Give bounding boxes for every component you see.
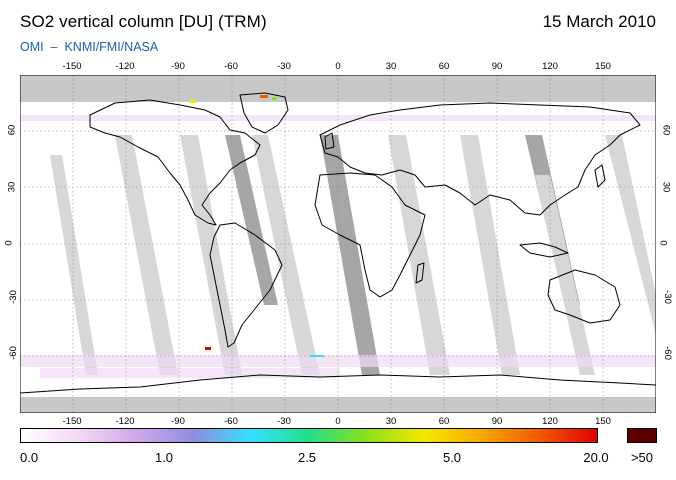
coast-north-america xyxy=(89,99,261,226)
lon-label-bottom: 30 xyxy=(385,416,397,427)
swath xyxy=(388,135,450,375)
lon-label-top: 90 xyxy=(491,61,503,72)
map-date: 15 March 2010 xyxy=(542,12,656,31)
lat-label-right: -60 xyxy=(661,346,673,360)
lon-label-top: -60 xyxy=(224,61,238,72)
swath xyxy=(180,135,242,375)
colorbar-over-label: >50 xyxy=(630,450,654,465)
coast-eurasia xyxy=(319,102,641,216)
lon-label-top: -90 xyxy=(171,61,185,72)
swath-dark xyxy=(225,135,278,305)
colorbar-label: 20.0 xyxy=(583,450,609,465)
swath xyxy=(115,135,178,375)
lon-label-bottom: -90 xyxy=(171,416,185,427)
lon-label-bottom: 150 xyxy=(595,416,611,427)
colorbar-label: 2.5 xyxy=(297,450,317,465)
swath xyxy=(605,135,656,335)
lat-label-left: 0 xyxy=(3,240,15,246)
coast-australia xyxy=(547,269,621,324)
lat-label-left: 60 xyxy=(6,124,18,136)
lon-label-bottom: 0 xyxy=(335,416,341,427)
colorbar-gradient xyxy=(20,428,598,443)
coast-japan xyxy=(594,164,606,188)
lon-label-bottom: -60 xyxy=(224,416,238,427)
lon-label-top: -30 xyxy=(277,61,291,72)
lat-label-left: 30 xyxy=(6,181,18,193)
swath xyxy=(252,135,320,375)
swath-dark xyxy=(320,135,380,375)
coastlines xyxy=(20,92,656,394)
map-canvas xyxy=(20,75,656,413)
coast-antarctica xyxy=(20,374,656,394)
coast-greenland xyxy=(239,92,289,134)
coast-madagascar xyxy=(415,262,425,284)
coast-indonesia xyxy=(519,242,569,258)
swath xyxy=(460,135,520,375)
world-map xyxy=(20,75,656,413)
colorbar-label: 5.0 xyxy=(442,450,462,465)
so2-specks xyxy=(190,95,324,357)
graticule xyxy=(20,75,656,413)
lon-label-top: -120 xyxy=(115,61,135,72)
lon-label-bottom: -150 xyxy=(62,416,82,427)
coast-south-america xyxy=(209,222,283,348)
lon-label-top: 120 xyxy=(542,61,558,72)
lat-label-left: -60 xyxy=(7,346,19,360)
lat-label-right: 30 xyxy=(660,181,672,193)
lat-label-left: -30 xyxy=(7,290,19,304)
colorbar-over-swatch xyxy=(627,428,657,443)
map-title: SO2 vertical column [DU] (TRM) xyxy=(20,12,267,31)
antarctic-nodata-band xyxy=(20,397,656,413)
lon-label-bottom: 120 xyxy=(542,416,558,427)
swath xyxy=(535,175,595,375)
coast-uk xyxy=(324,132,335,150)
lon-label-bottom: 60 xyxy=(438,416,450,427)
lon-label-top: 150 xyxy=(595,61,611,72)
lon-label-top: -150 xyxy=(62,61,82,72)
lon-label-top: 60 xyxy=(438,61,450,72)
colorbar-label: 1.0 xyxy=(154,450,174,465)
coast-africa xyxy=(314,172,426,298)
swath xyxy=(50,155,98,375)
lat-label-right: 0 xyxy=(657,240,669,246)
orbit-swaths xyxy=(50,135,656,375)
lat-label-right: -30 xyxy=(661,290,673,304)
lat-label-right: 60 xyxy=(660,124,672,136)
lon-label-bottom: -120 xyxy=(115,416,135,427)
map-source: OMI – KNMI/FMI/NASA xyxy=(20,40,159,54)
colorbar-label: 0.0 xyxy=(20,450,39,465)
lon-label-bottom: 90 xyxy=(491,416,503,427)
lon-label-bottom: -30 xyxy=(277,416,291,427)
lon-label-top: 0 xyxy=(335,61,341,72)
lon-label-top: 30 xyxy=(385,61,397,72)
